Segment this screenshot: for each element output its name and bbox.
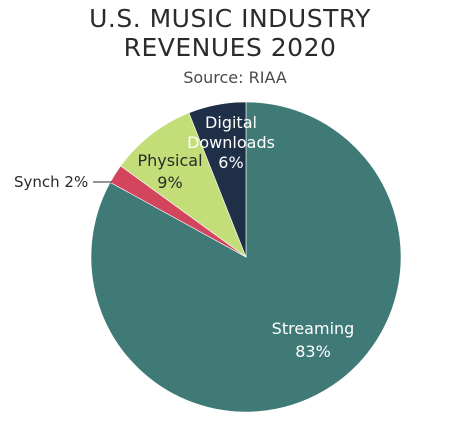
streaming-value-label: 83% [295,342,331,361]
pie-slice-physical [120,112,247,258]
chart-title: U.S. MUSIC INDUSTRY REVENUES 2020 [0,4,460,62]
synch-label: Synch 2% [14,173,88,191]
digital-downloads-label-line-1: Digital [205,113,257,132]
pie-slice-digital-downloads [188,101,247,258]
digital-downloads-value-label: 6% [218,153,243,172]
chart-title-line-2: REVENUES 2020 [123,33,337,62]
chart-title-line-1: U.S. MUSIC INDUSTRY [89,4,371,33]
streaming-label: Streaming [272,319,355,338]
physical-label: Physical [137,151,202,170]
physical-value-label: 9% [157,173,182,192]
chart-subtitle: Source: RIAA [183,68,287,87]
digital-downloads-label-line-2: Downloads [187,133,275,152]
